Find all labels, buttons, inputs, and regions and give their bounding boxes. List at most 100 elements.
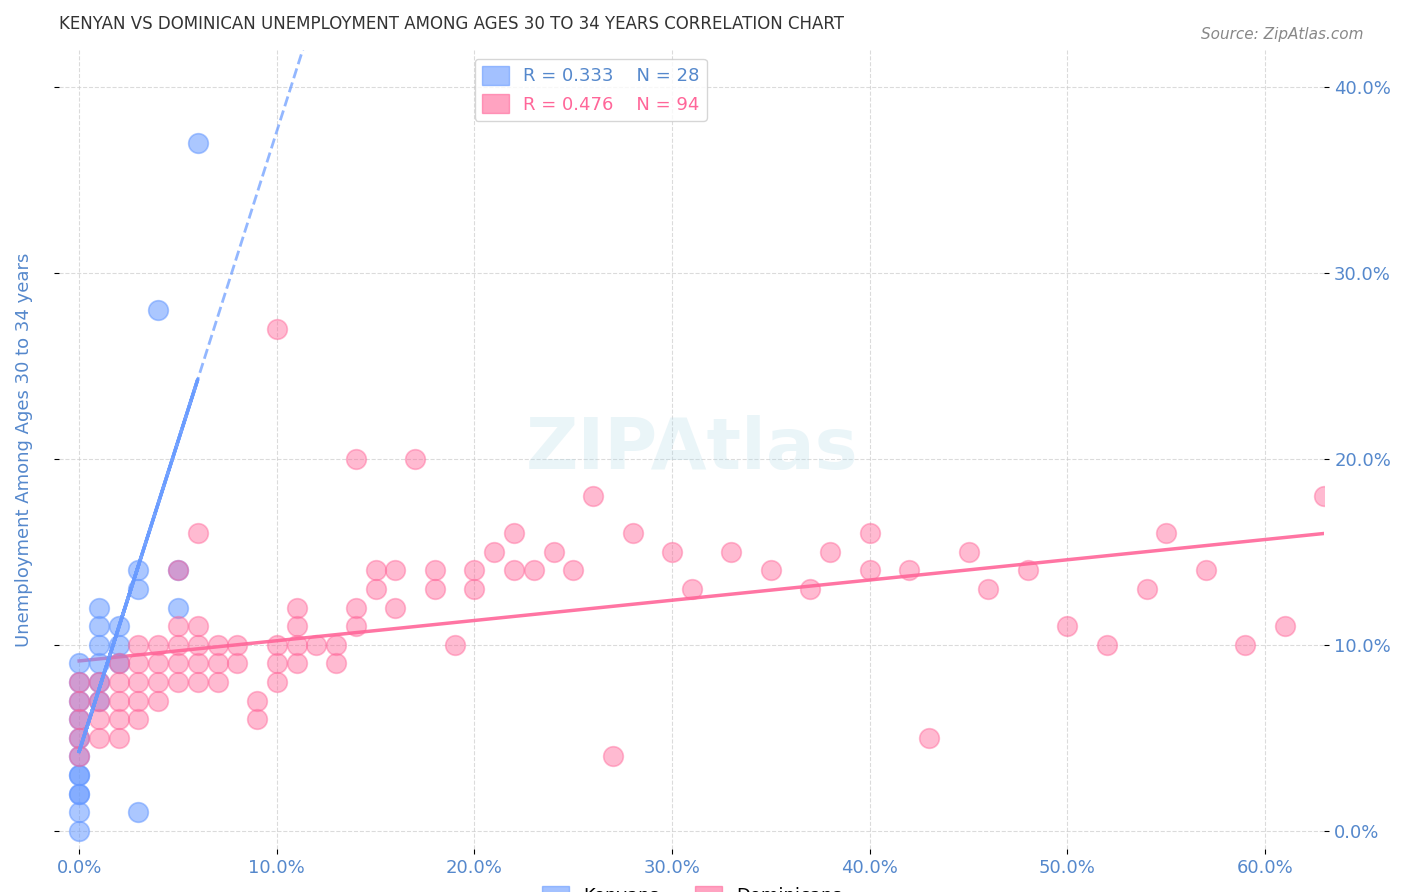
Point [107,693,129,707]
Point [344,451,367,466]
Point [266,675,288,690]
Point [67,787,90,801]
Point [285,657,308,671]
Point [285,619,308,633]
Point [87,638,110,652]
Point [67,805,90,819]
Point [305,638,328,652]
Point [67,787,90,801]
Point [325,657,347,671]
Point [148,657,170,671]
Point [187,136,209,150]
Point [167,657,190,671]
Point [1056,619,1078,633]
Point [503,526,526,541]
Point [107,712,129,726]
Point [67,731,90,745]
Point [443,638,465,652]
Point [87,712,110,726]
Point [87,693,110,707]
Point [67,675,90,690]
Point [957,545,980,559]
Point [87,600,110,615]
Point [67,657,90,671]
Point [148,638,170,652]
Point [127,805,149,819]
Point [463,563,485,577]
Point [107,638,129,652]
Point [720,545,742,559]
Point [325,638,347,652]
Point [107,619,129,633]
Point [523,563,546,577]
Point [285,600,308,615]
Point [127,693,149,707]
Point [285,638,308,652]
Point [67,675,90,690]
Point [226,657,249,671]
Point [484,545,506,559]
Point [859,526,882,541]
Point [67,712,90,726]
Point [503,563,526,577]
Point [582,489,605,503]
Point [107,675,129,690]
Point [977,582,1000,596]
Point [167,619,190,633]
Point [87,731,110,745]
Point [364,563,387,577]
Point [266,657,288,671]
Point [463,582,485,596]
Point [423,582,446,596]
Text: ZIPAtlas: ZIPAtlas [526,415,858,484]
Point [67,823,90,838]
Point [364,582,387,596]
Point [1017,563,1039,577]
Point [207,657,229,671]
Point [67,749,90,764]
Point [87,675,110,690]
Point [246,693,269,707]
Point [67,693,90,707]
Point [898,563,921,577]
Point [344,600,367,615]
Point [148,693,170,707]
Point [127,657,149,671]
Point [1154,526,1177,541]
Point [681,582,703,596]
Point [67,712,90,726]
Point [87,675,110,690]
Point [167,563,190,577]
Point [384,563,406,577]
Point [1195,563,1218,577]
Point [167,600,190,615]
Point [107,731,129,745]
Point [127,675,149,690]
Point [1095,638,1118,652]
Point [127,638,149,652]
Point [107,657,129,671]
Point [167,675,190,690]
Point [87,693,110,707]
Point [187,675,209,690]
Point [820,545,842,559]
Point [423,563,446,577]
Point [266,322,288,336]
Point [167,638,190,652]
Point [127,582,149,596]
Point [187,657,209,671]
Point [1234,638,1257,652]
Point [543,545,565,559]
Point [187,619,209,633]
Point [148,675,170,690]
Point [799,582,821,596]
Point [107,657,129,671]
Point [207,675,229,690]
Point [384,600,406,615]
Y-axis label: Unemployment Among Ages 30 to 34 years: Unemployment Among Ages 30 to 34 years [15,252,32,647]
Point [127,712,149,726]
Text: Source: ZipAtlas.com: Source: ZipAtlas.com [1201,27,1364,42]
Point [87,657,110,671]
Point [87,619,110,633]
Point [266,638,288,652]
